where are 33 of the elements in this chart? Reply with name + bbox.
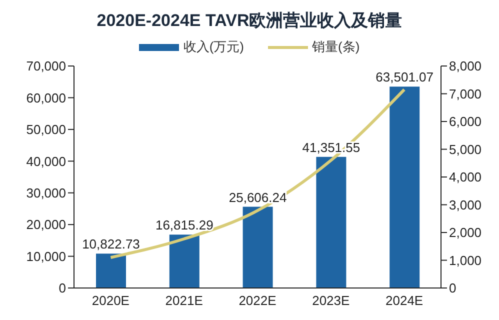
bar <box>242 206 273 288</box>
y-tick-label: 10,000 <box>26 248 66 264</box>
y-tick-label: 70,000 <box>26 58 66 74</box>
y2-tick-label: 4,000 <box>449 170 482 185</box>
bar <box>390 86 420 288</box>
y2-tick-label: 7,000 <box>449 86 482 102</box>
y2-tick-label: 5,000 <box>449 142 482 157</box>
data-label: 16,815.29 <box>155 218 214 233</box>
y-tick-label: 50,000 <box>26 122 66 138</box>
y-tick-label: 40,000 <box>26 154 66 169</box>
bar <box>316 156 346 288</box>
x-tick-label: 2023E <box>312 293 350 308</box>
y2-tick-label: 2,000 <box>449 225 482 240</box>
y2-tick-label: 8,000 <box>449 58 482 74</box>
y2-tick-label: 6,000 <box>449 114 482 130</box>
y-tick-label: 0 <box>58 280 66 296</box>
y2-tick-label: 3,000 <box>449 197 482 212</box>
y-tick-label: 20,000 <box>26 217 66 232</box>
x-tick-label: 2021E <box>165 293 204 308</box>
y-tick-label: 60,000 <box>26 90 66 106</box>
legend-label: 销量(条) <box>311 38 360 56</box>
y2-tick-label: 0 <box>449 280 456 296</box>
x-tick-label: 2022E <box>238 293 277 308</box>
chart-title: 2020E-2024E TAVR欧洲营业收入及销量 <box>96 10 404 32</box>
y2-tick-label: 1,000 <box>449 252 482 268</box>
y-tick-label: 30,000 <box>26 185 66 200</box>
bar <box>96 254 126 288</box>
data-label: 10,822.73 <box>82 236 140 252</box>
bar <box>169 234 200 288</box>
legend-label: 收入(万元) <box>182 38 244 56</box>
x-tick-label: 2024E <box>386 293 424 308</box>
data-label: 63,501.07 <box>376 70 434 85</box>
x-tick-label: 2020E <box>92 293 130 308</box>
